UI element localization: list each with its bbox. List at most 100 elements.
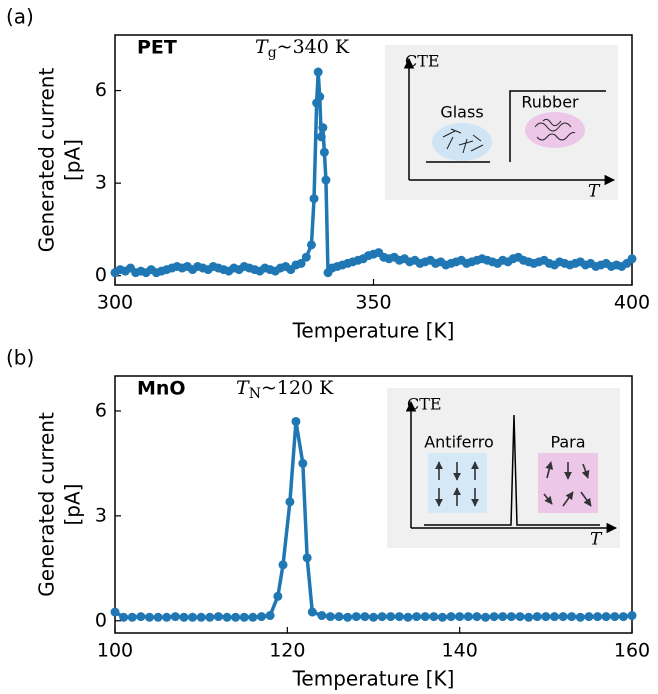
x-tick-label: 100 [97, 640, 133, 662]
data-point [558, 612, 568, 622]
data-point [316, 132, 326, 142]
data-point [213, 612, 223, 622]
data-point [315, 92, 325, 102]
glass-chains [442, 128, 484, 154]
annotation-symbol: T [255, 36, 269, 58]
x-tick-label: 160 [614, 640, 650, 662]
data-point [136, 612, 146, 622]
data-point [188, 612, 198, 622]
panel-label: (b) [6, 346, 34, 370]
data-point [205, 612, 215, 622]
data-point [386, 612, 396, 622]
y-axis-label: Generated current [35, 68, 59, 253]
data-point [231, 612, 241, 622]
data-point [429, 612, 439, 622]
y-tick-label: 3 [95, 172, 107, 194]
panel-label: (a) [6, 5, 34, 29]
x-tick-label: 400 [614, 292, 650, 314]
subplot: (b) 100 120 140 160 0 3 6 Temperature [K] Generat… [6, 346, 650, 691]
data-point [549, 612, 559, 622]
data-point [541, 612, 551, 622]
data-point [317, 611, 327, 621]
glass-blob [432, 123, 492, 161]
data-point [325, 612, 335, 622]
data-point [306, 240, 316, 250]
data-point [222, 612, 232, 622]
data-point [179, 612, 189, 622]
y-tick-label: 0 [95, 609, 107, 631]
data-point [515, 612, 525, 622]
data-point [627, 254, 637, 264]
panel-name: MnO [137, 378, 186, 400]
data-point [489, 612, 499, 622]
data-point [321, 175, 331, 185]
data-point [627, 611, 637, 621]
inset-y-label: CTE [405, 52, 440, 71]
data-point [394, 612, 404, 622]
rubber-blob [525, 112, 585, 148]
spin [580, 491, 592, 507]
y-axis-label: [pA] [61, 139, 85, 181]
x-tick-label: 120 [269, 640, 305, 662]
data-point [369, 612, 378, 622]
data-point [153, 612, 163, 622]
data-point [506, 612, 516, 622]
x-tick-label: 140 [442, 640, 478, 662]
subplot: (a) 300 350 400 0 3 6 Temperature [K] Generated … [6, 5, 650, 343]
panel-name: PET [137, 37, 177, 59]
y-tick-label: 3 [95, 504, 107, 526]
phase-label: Glass [440, 103, 483, 122]
annotation-text: ~120 K [261, 377, 334, 399]
data-point [278, 560, 288, 570]
data-point [273, 591, 283, 601]
inset: CTE T Antiferro Para [387, 388, 620, 550]
data-point [296, 258, 306, 268]
plot-frame [114, 375, 633, 634]
data-point [567, 612, 577, 622]
annotation: Tg~340 K [255, 36, 350, 61]
x-tick-label: 350 [355, 292, 391, 314]
spin [543, 493, 553, 505]
data-point [412, 612, 422, 622]
data-point [318, 123, 328, 133]
data-point [110, 607, 120, 617]
x-tick-label: 300 [97, 292, 133, 314]
spin [581, 463, 590, 479]
data-point [472, 612, 482, 622]
data-point [309, 194, 319, 204]
inset-y-label: CTE [407, 395, 442, 414]
data-point [351, 612, 361, 622]
spin [562, 491, 574, 507]
data-point [119, 612, 129, 622]
data-point [302, 553, 312, 563]
data-point [610, 612, 620, 622]
data-point [532, 612, 542, 622]
data-point [455, 612, 465, 622]
y-tick-label: 0 [95, 264, 107, 286]
data-point [144, 612, 154, 622]
inset-x-label: T [588, 182, 601, 202]
spin [545, 461, 554, 479]
data-point [170, 612, 180, 622]
data-point [437, 612, 447, 622]
annotation-subscript: g [268, 45, 277, 61]
data-point [196, 612, 206, 622]
data-point [601, 612, 611, 622]
data-point [239, 612, 249, 622]
data-point [334, 612, 344, 622]
data-point [285, 497, 295, 507]
data-point [575, 612, 585, 622]
data-point [319, 147, 329, 157]
data-point [420, 612, 430, 622]
cte-step [426, 90, 606, 163]
annotation-symbol: T [236, 377, 250, 399]
data-point [463, 612, 473, 622]
data-point [256, 612, 266, 622]
y-axis-label: [pA] [61, 484, 85, 526]
data-point [377, 612, 387, 622]
inset: CTE T Glass Rubber [385, 45, 618, 202]
y-axis-label: Generated current [35, 412, 59, 597]
phase-label: Para [550, 433, 585, 452]
cte-spike [424, 414, 600, 526]
